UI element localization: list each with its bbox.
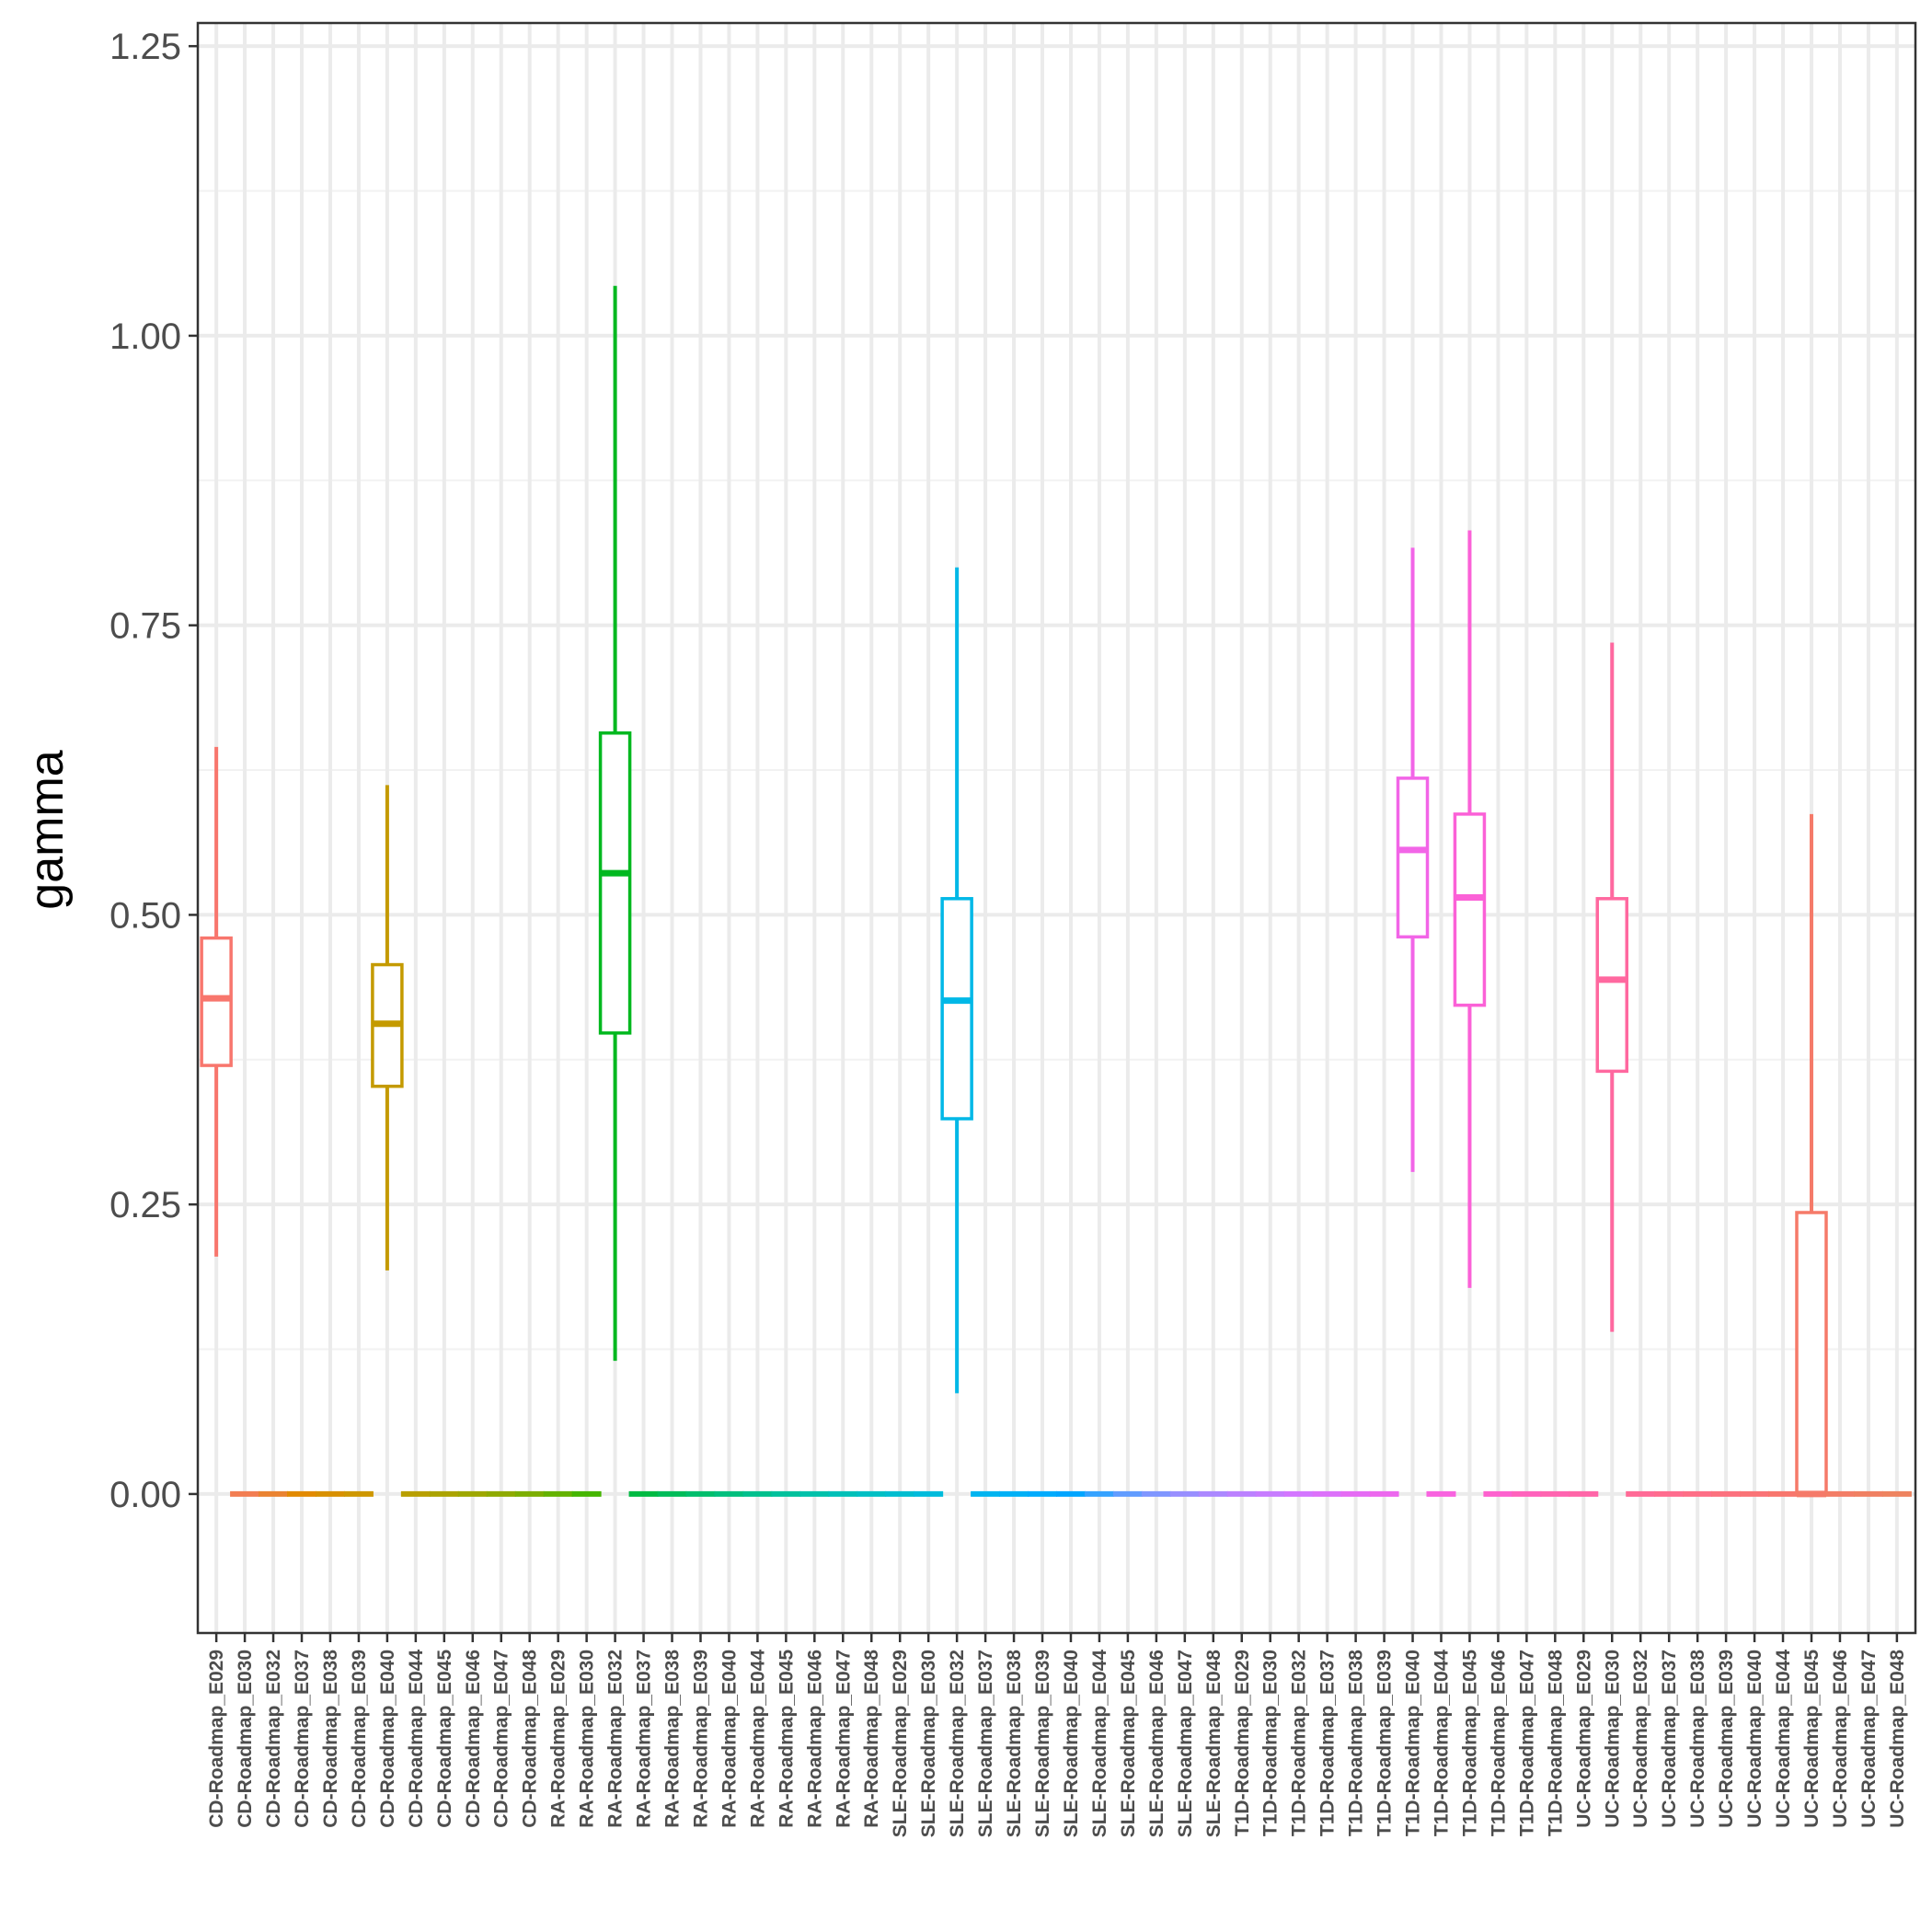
- x-tick-label: RA-Roadmap_E032: [605, 1650, 627, 1828]
- box-iqr: [200, 936, 233, 1067]
- box-CD-Roadmap_E029: [200, 746, 233, 1257]
- x-tick-label: T1D-Roadmap_E038: [1346, 1650, 1367, 1836]
- x-tick-label: RA-Roadmap_E047: [833, 1650, 854, 1828]
- x-tick-label: SLE-Roadmap_E048: [1203, 1650, 1225, 1838]
- x-tick-label: UC-Roadmap_E047: [1858, 1650, 1880, 1828]
- x-tick-label: RA-Roadmap_E044: [747, 1650, 768, 1828]
- y-tick-label: 1.25: [109, 27, 181, 67]
- x-tick-label: CD-Roadmap_E037: [292, 1650, 313, 1828]
- box-iqr: [1795, 1211, 1828, 1496]
- x-tick-label: UC-Roadmap_E029: [1573, 1650, 1594, 1828]
- x-tick-label: T1D-Roadmap_E037: [1317, 1650, 1339, 1836]
- x-tick-label: T1D-Roadmap_E046: [1488, 1650, 1509, 1836]
- y-tick-label: 0.75: [109, 606, 181, 647]
- x-tick-label: UC-Roadmap_E046: [1830, 1650, 1851, 1828]
- box-iqr: [940, 897, 973, 1121]
- box-T1D-Roadmap_E045: [1453, 530, 1487, 1288]
- box-T1D-Roadmap_E040: [1396, 547, 1430, 1172]
- x-tick-label: UC-Roadmap_E040: [1744, 1650, 1765, 1828]
- x-tick-label: UC-Roadmap_E039: [1716, 1650, 1737, 1828]
- box-iqr: [1453, 812, 1487, 1007]
- x-tick-label: SLE-Roadmap_E029: [890, 1650, 911, 1837]
- box-UC-Roadmap_E030: [1595, 642, 1629, 1332]
- x-tick-label: SLE-Roadmap_E039: [1032, 1650, 1053, 1837]
- x-tick-label: UC-Roadmap_E044: [1773, 1650, 1794, 1828]
- box-iqr: [598, 731, 632, 1035]
- y-tick-label: 0.00: [109, 1475, 181, 1515]
- x-tick-label: T1D-Roadmap_E040: [1403, 1650, 1424, 1836]
- x-tick-label: CD-Roadmap_E039: [349, 1650, 370, 1828]
- box-SLE-Roadmap_E032: [940, 567, 973, 1394]
- box-UC-Roadmap_E045: [1795, 813, 1828, 1498]
- x-tick-label: SLE-Roadmap_E030: [918, 1650, 939, 1837]
- x-tick-label: SLE-Roadmap_E032: [947, 1650, 968, 1837]
- x-tick-label: UC-Roadmap_E048: [1887, 1650, 1908, 1828]
- x-axis-ticks: CD-Roadmap_E029 CD-Roadmap_E030 CD-Roadmap…: [206, 1633, 1908, 1837]
- x-tick-label: SLE-Roadmap_E047: [1175, 1650, 1196, 1837]
- x-tick-label: UC-Roadmap_E045: [1801, 1650, 1823, 1828]
- box-CD-Roadmap_E040: [371, 785, 404, 1271]
- x-tick-label: SLE-Roadmap_E037: [975, 1650, 996, 1837]
- x-tick-label: T1D-Roadmap_E047: [1516, 1650, 1537, 1836]
- x-tick-label: UC-Roadmap_E038: [1687, 1650, 1708, 1828]
- x-tick-label: SLE-Roadmap_E038: [1004, 1650, 1025, 1838]
- x-tick-label: RA-Roadmap_E037: [634, 1650, 655, 1828]
- x-tick-label: CD-Roadmap_E048: [520, 1650, 541, 1828]
- x-tick-label: CD-Roadmap_E044: [406, 1650, 427, 1828]
- box-RA-Roadmap_E032: [598, 285, 632, 1362]
- x-tick-label: T1D-Roadmap_E044: [1431, 1650, 1452, 1836]
- x-tick-label: SLE-Roadmap_E044: [1089, 1650, 1110, 1838]
- x-tick-label: RA-Roadmap_E048: [861, 1650, 882, 1828]
- x-tick-label: CD-Roadmap_E040: [377, 1650, 398, 1828]
- y-tick-label: 0.50: [109, 895, 181, 936]
- y-axis-title: gamma: [20, 750, 74, 909]
- x-tick-label: RA-Roadmap_E046: [804, 1650, 825, 1828]
- box-iqr: [1396, 776, 1430, 939]
- x-tick-label: SLE-Roadmap_E040: [1061, 1650, 1082, 1837]
- x-tick-label: T1D-Roadmap_E029: [1232, 1650, 1253, 1836]
- x-tick-label: SLE-Roadmap_E045: [1118, 1650, 1139, 1838]
- y-axis-ticks: 0.00 0.25 0.50 0.75 1.00 1.25: [109, 27, 198, 1515]
- x-tick-label: T1D-Roadmap_E039: [1374, 1650, 1396, 1836]
- x-tick-label: RA-Roadmap_E040: [719, 1650, 740, 1828]
- x-tick-label: SLE-Roadmap_E046: [1146, 1650, 1167, 1837]
- y-tick-label: 0.25: [109, 1185, 181, 1225]
- x-tick-label: RA-Roadmap_E038: [662, 1650, 684, 1828]
- plot-panel-border: [196, 21, 1917, 1635]
- x-tick-label: RA-Roadmap_E029: [548, 1650, 569, 1828]
- x-tick-label: CD-Roadmap_E046: [463, 1650, 484, 1828]
- y-tick-label: 1.00: [109, 316, 181, 357]
- x-tick-label: T1D-Roadmap_E048: [1545, 1650, 1566, 1836]
- x-tick-label: RA-Roadmap_E039: [690, 1650, 711, 1828]
- x-tick-label: T1D-Roadmap_E045: [1459, 1650, 1480, 1836]
- x-tick-label: CD-Roadmap_E030: [235, 1650, 256, 1828]
- x-tick-label: CD-Roadmap_E045: [434, 1650, 455, 1828]
- x-tick-label: RA-Roadmap_E030: [577, 1650, 598, 1828]
- x-tick-label: UC-Roadmap_E032: [1630, 1650, 1651, 1828]
- box-iqr: [1595, 897, 1629, 1074]
- x-tick-label: T1D-Roadmap_E030: [1260, 1650, 1282, 1836]
- x-tick-label: CD-Roadmap_E029: [206, 1650, 227, 1828]
- x-tick-label: CD-Roadmap_E032: [263, 1650, 284, 1828]
- x-tick-label: RA-Roadmap_E045: [776, 1650, 797, 1828]
- x-tick-label: T1D-Roadmap_E032: [1289, 1650, 1310, 1836]
- boxes: [200, 285, 1912, 1498]
- plot-panel-background: [198, 23, 1915, 1633]
- x-tick-label: UC-Roadmap_E037: [1659, 1650, 1680, 1828]
- x-tick-label: UC-Roadmap_E030: [1602, 1650, 1623, 1828]
- x-tick-label: CD-Roadmap_E047: [491, 1650, 512, 1828]
- x-tick-label: CD-Roadmap_E038: [320, 1650, 341, 1828]
